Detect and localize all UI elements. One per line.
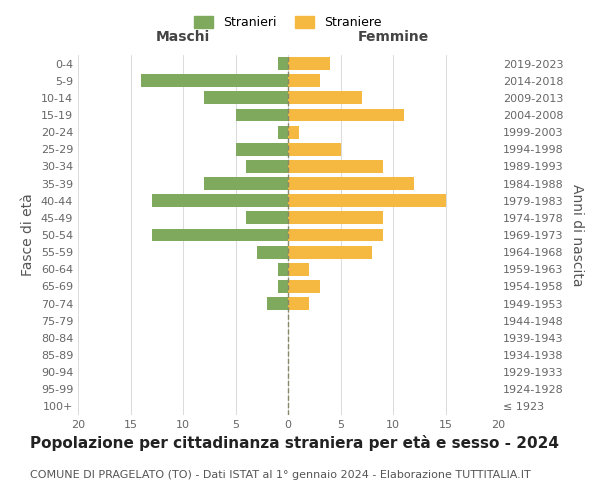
Legend: Stranieri, Straniere: Stranieri, Straniere — [190, 11, 386, 34]
Text: Femmine: Femmine — [358, 30, 428, 44]
Text: Maschi: Maschi — [156, 30, 210, 44]
Bar — [288, 263, 309, 276]
Bar — [277, 57, 288, 70]
Bar — [288, 246, 372, 258]
Bar — [204, 177, 288, 190]
Bar — [246, 212, 288, 224]
Bar — [288, 160, 383, 173]
Y-axis label: Anni di nascita: Anni di nascita — [571, 184, 584, 286]
Bar — [151, 194, 288, 207]
Bar — [204, 92, 288, 104]
Bar — [288, 177, 414, 190]
Bar — [141, 74, 288, 87]
Bar — [235, 143, 288, 156]
Bar — [288, 143, 341, 156]
Bar — [151, 228, 288, 241]
Bar — [288, 57, 330, 70]
Bar — [288, 126, 299, 138]
Bar — [288, 280, 320, 293]
Y-axis label: Fasce di età: Fasce di età — [21, 194, 35, 276]
Bar — [288, 194, 445, 207]
Bar — [288, 74, 320, 87]
Text: Popolazione per cittadinanza straniera per età e sesso - 2024: Popolazione per cittadinanza straniera p… — [30, 435, 559, 451]
Bar — [288, 212, 383, 224]
Bar — [267, 297, 288, 310]
Bar — [288, 297, 309, 310]
Bar — [288, 228, 383, 241]
Bar — [257, 246, 288, 258]
Text: COMUNE DI PRAGELATO (TO) - Dati ISTAT al 1° gennaio 2024 - Elaborazione TUTTITAL: COMUNE DI PRAGELATO (TO) - Dati ISTAT al… — [30, 470, 531, 480]
Bar — [288, 108, 404, 122]
Bar — [277, 126, 288, 138]
Bar — [246, 160, 288, 173]
Bar — [277, 280, 288, 293]
Bar — [235, 108, 288, 122]
Bar — [288, 92, 361, 104]
Bar — [277, 263, 288, 276]
